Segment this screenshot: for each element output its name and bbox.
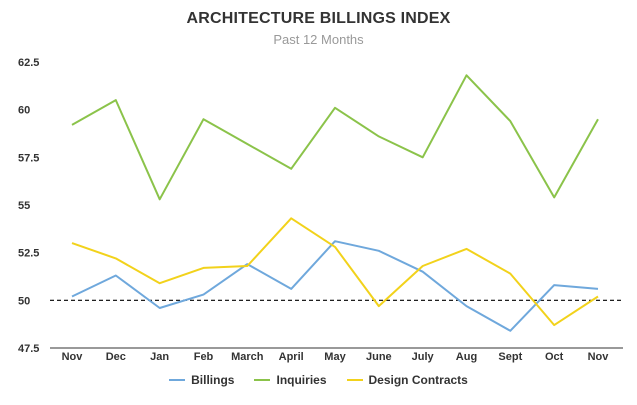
y-tick-label: 52.5 — [18, 248, 39, 260]
legend-label-design-contracts: Design Contracts — [368, 373, 468, 387]
legend-swatch-billings — [169, 379, 186, 381]
y-tick-label: 47.5 — [18, 343, 39, 355]
x-tick-label: Oct — [545, 351, 564, 363]
x-tick-label: March — [231, 351, 264, 363]
chart-subtitle: Past 12 Months — [273, 32, 364, 47]
legend-label-inquiries: Inquiries — [276, 373, 327, 387]
y-tick-label: 57.5 — [18, 152, 39, 164]
y-tick-label: 62.5 — [18, 57, 39, 69]
x-tick-label: May — [324, 351, 346, 363]
x-tick-label: Nov — [588, 351, 610, 363]
x-tick-label: Sept — [498, 351, 522, 363]
legend-item-inquiries[interactable]: Inquiries — [254, 373, 327, 387]
legend-item-design-contracts[interactable]: Design Contracts — [346, 373, 468, 387]
x-tick-label: Feb — [194, 351, 214, 363]
chart-title: ARCHITECTURE BILLINGS INDEX — [186, 10, 451, 27]
y-tick-label: 50 — [18, 295, 30, 307]
legend-item-billings[interactable]: Billings — [169, 373, 234, 387]
x-tick-label: Jan — [150, 351, 169, 363]
y-tick-label: 55 — [18, 200, 30, 212]
x-tick-label: Nov — [62, 351, 84, 363]
legend: Billings Inquiries Design Contracts — [0, 373, 637, 387]
x-tick-label: July — [412, 351, 435, 363]
series-line-design-contracts — [71, 217, 599, 327]
legend-swatch-inquiries — [254, 379, 271, 381]
legend-swatch-design-contracts — [346, 379, 363, 381]
x-tick-label: June — [366, 351, 392, 363]
x-tick-label: Dec — [106, 351, 126, 363]
series-line-inquiries — [71, 74, 599, 201]
series-line-billings — [71, 240, 599, 332]
legend-label-billings: Billings — [191, 373, 235, 387]
x-tick-label: April — [279, 351, 304, 363]
x-tick-label: Aug — [456, 351, 477, 363]
y-tick-label: 60 — [18, 105, 30, 117]
